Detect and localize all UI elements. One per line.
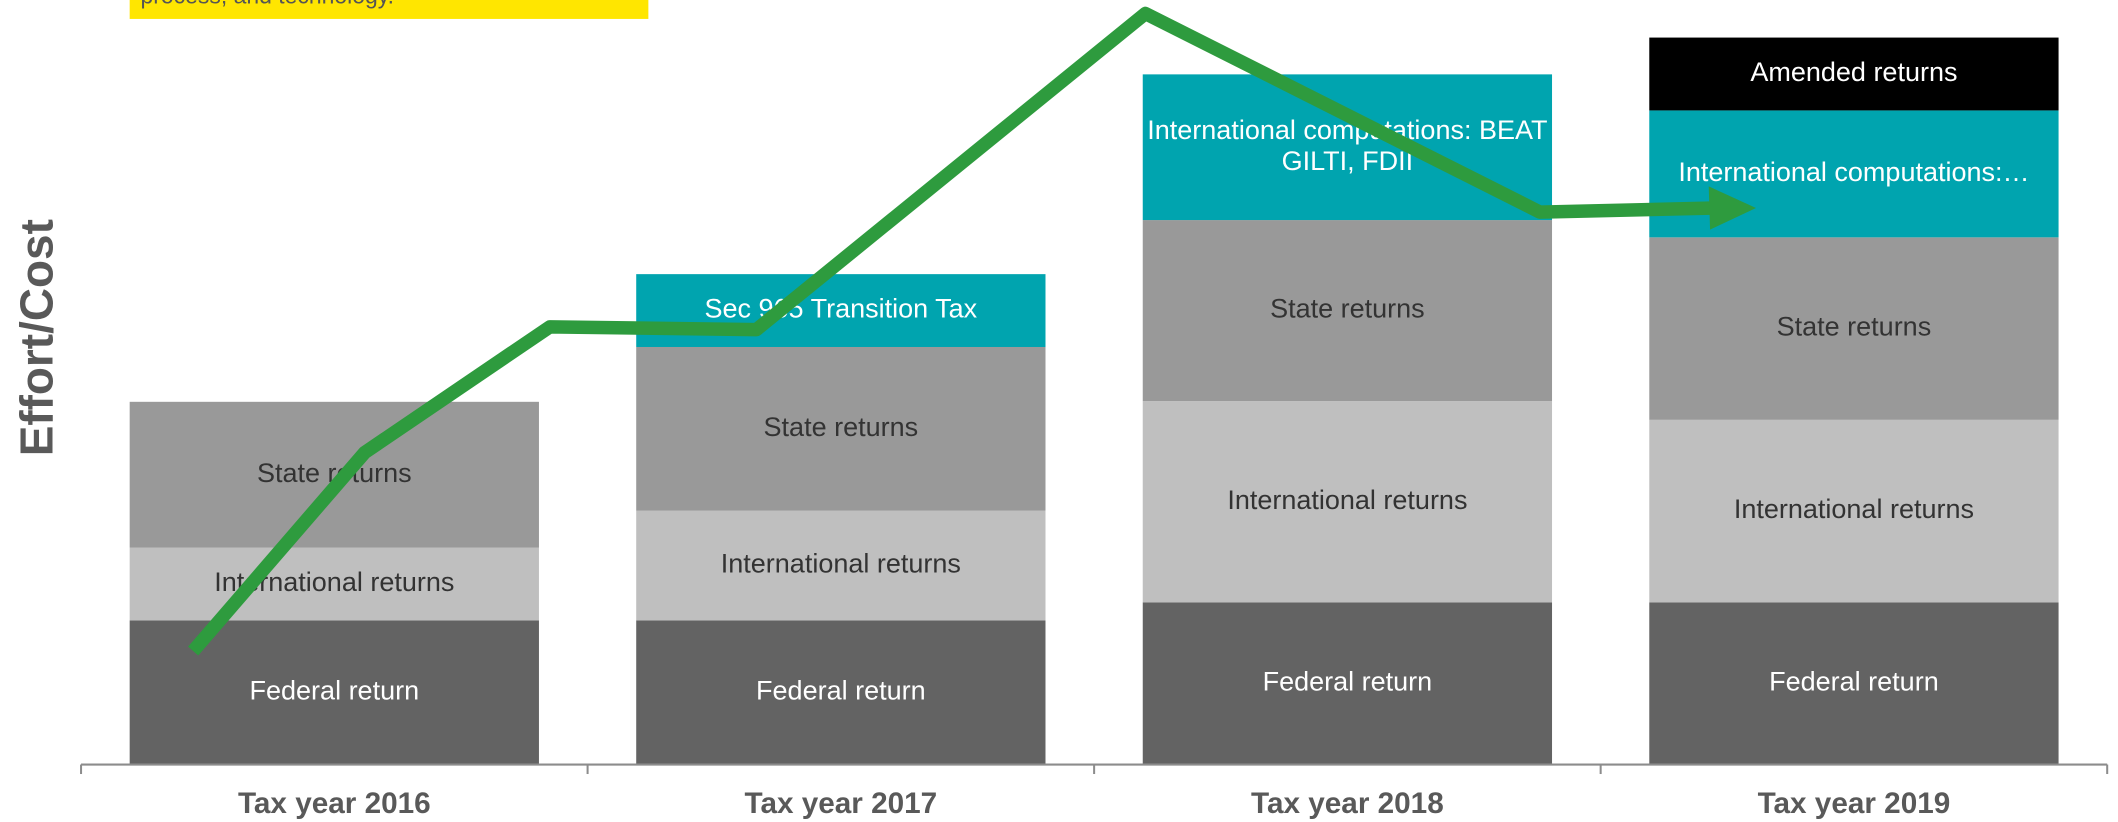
ticks xyxy=(80,764,2109,775)
bar-segment xyxy=(1142,220,1553,402)
bar-segment xyxy=(1649,602,2059,765)
arrow-head xyxy=(1708,186,1756,230)
segment-label: International returns xyxy=(721,549,961,579)
note: process, and technology. xyxy=(140,0,393,8)
segment-label: Amended returns xyxy=(1750,57,1957,87)
trend-arrow xyxy=(188,6,1716,656)
bar-segment xyxy=(129,401,539,548)
bar-segment xyxy=(636,346,1046,511)
segment-label: Federal return xyxy=(1263,667,1433,697)
bar-segment xyxy=(636,510,1046,621)
segment-label: Federal return xyxy=(250,676,420,706)
bar-segment xyxy=(1142,602,1553,765)
bar-segment xyxy=(636,620,1046,765)
bar-segment xyxy=(1142,401,1553,603)
segment-label: Federal return xyxy=(1769,667,1939,697)
bar-segment xyxy=(1649,419,2059,603)
x-tick-label: Tax year 2016 xyxy=(238,787,431,820)
bar-segment xyxy=(129,547,539,621)
note-box xyxy=(129,0,649,19)
bars: Federal return International returns State… xyxy=(129,37,2059,765)
bar-segment xyxy=(1649,37,2059,111)
segment-label: State returns xyxy=(764,412,919,442)
x-tick-label: Tax year 2018 xyxy=(1251,787,1444,820)
segment-label: Federal return xyxy=(756,676,926,706)
segment-label: State returns xyxy=(1777,312,1932,342)
segment-label: International returns xyxy=(1227,485,1467,515)
segment-label: International computations:… xyxy=(1678,157,2029,187)
bar-segment xyxy=(1142,74,1553,221)
segment-label: State returns xyxy=(1270,294,1425,324)
segment-label: GILTI, FDII xyxy=(1282,146,1414,176)
x-tick-label: Tax year 2019 xyxy=(1758,787,1951,820)
bar-segment xyxy=(1649,237,2059,420)
x-tick-label: Tax year 2017 xyxy=(745,787,938,820)
segment-label: International returns xyxy=(1734,494,1974,524)
segment-label: Sec 965 Transition Tax xyxy=(705,294,978,324)
y-axis-label: Effort/Cost xyxy=(11,219,63,456)
